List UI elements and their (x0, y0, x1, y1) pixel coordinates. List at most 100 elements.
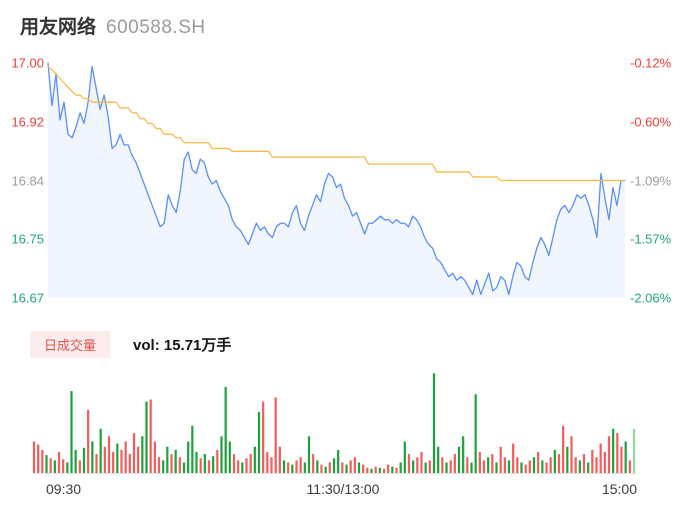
volume-bar (466, 457, 469, 473)
volume-bar (437, 446, 440, 473)
percent-tick-label: -2.06% (630, 290, 672, 306)
volume-bar (178, 457, 181, 473)
percent-tick-label: -0.12% (630, 55, 672, 71)
volume-bar (587, 462, 590, 473)
volume-bar (187, 441, 190, 473)
volume-bar (449, 460, 452, 473)
volume-bar (124, 441, 127, 473)
price-tick-label: 17.00 (11, 55, 44, 71)
volume-bar (349, 460, 352, 473)
volume-bar (337, 449, 340, 473)
price-axis-left: 17.00 16.92 16.84 16.75 16.67 (0, 55, 44, 306)
volume-bar (103, 446, 106, 473)
volume-bar (537, 452, 540, 473)
volume-bar (45, 455, 48, 473)
volume-bar (149, 399, 152, 473)
volume-bar (287, 462, 290, 473)
volume-bar (566, 446, 569, 473)
price-chart-canvas[interactable] (0, 55, 686, 305)
volume-bar (120, 449, 123, 473)
volume-bar (312, 454, 315, 473)
volume-bar (416, 457, 419, 473)
volume-bar (107, 436, 111, 473)
volume-bar (74, 449, 77, 473)
volume-chart-canvas[interactable] (0, 360, 686, 480)
volume-bar (470, 462, 473, 473)
volume-bar (424, 462, 427, 473)
volume-bar (253, 446, 256, 473)
price-tick-label: 16.75 (11, 231, 44, 247)
volume-bar (549, 457, 552, 473)
volume-bar (382, 468, 386, 473)
volume-bar (99, 428, 102, 473)
volume-bar (612, 428, 615, 473)
volume-bar (220, 436, 223, 473)
volume-bar (428, 460, 431, 473)
volume-bar (216, 449, 219, 473)
volume-bar (170, 454, 173, 473)
volume-bar (441, 457, 444, 473)
volume-bar (491, 454, 494, 473)
price-area-fill (48, 63, 625, 298)
volume-bar (320, 464, 323, 473)
volume-bar (391, 466, 394, 473)
volume-bar (341, 462, 344, 473)
volume-bar (266, 452, 269, 473)
volume-bar (324, 466, 327, 473)
volume-bar (487, 457, 490, 473)
volume-header: 日成交量 vol: 15.71万手 (30, 330, 231, 358)
volume-bar (378, 467, 381, 473)
volume-bar (620, 446, 623, 473)
volume-bar (632, 428, 636, 473)
percent-axis-right: -0.12% -0.60% -1.09% -1.57% -2.06% (630, 55, 686, 306)
volume-bar (512, 443, 515, 473)
volume-bar (541, 460, 544, 473)
volume-bar (41, 449, 44, 473)
volume-bar (199, 458, 202, 473)
volume-bar (237, 460, 240, 473)
volume-bar (182, 462, 186, 473)
volume-bar (91, 441, 94, 473)
volume-bar (299, 457, 302, 473)
volume-bar (357, 462, 361, 473)
volume-bar (166, 446, 169, 473)
volume-bar (174, 449, 177, 473)
time-tick-close: 15:00 (601, 481, 637, 497)
volume-bar (157, 457, 161, 473)
time-tick-open: 09:30 (46, 481, 82, 497)
volume-bar (241, 462, 244, 473)
volume-bar (291, 464, 294, 473)
volume-legend-badge[interactable]: 日成交量 (30, 330, 111, 358)
volume-bar (332, 458, 336, 473)
volume-bar (399, 462, 402, 473)
volume-bar (607, 436, 611, 473)
volume-bar (195, 452, 198, 473)
volume-bar (132, 433, 136, 473)
volume-bar (37, 444, 40, 473)
volume-bar (628, 460, 631, 473)
volume-bar (162, 460, 165, 473)
percent-tick-label: -0.60% (630, 114, 672, 130)
average-line (47, 65, 626, 182)
percent-tick-label: -1.57% (630, 231, 672, 247)
volume-bar (395, 467, 398, 473)
volume-bar (207, 460, 211, 473)
volume-bar (274, 397, 277, 473)
time-tick-noon: 11:30/13:00 (306, 481, 380, 497)
volume-bar (78, 460, 81, 473)
volume-bar (70, 391, 73, 473)
volume-bar (57, 452, 61, 473)
volume-bar (457, 446, 461, 473)
stock-code: 600588.SH (106, 17, 206, 38)
header: 用友网络 600588.SH (20, 12, 206, 40)
volume-bar (616, 433, 619, 473)
volume-bar (387, 464, 390, 473)
volume-bar (516, 457, 519, 473)
volume-bar (224, 386, 227, 473)
volume-bar (232, 454, 236, 473)
volume-bar (245, 458, 248, 473)
time-axis: 09:30 11:30/13:00 15:00 (0, 481, 686, 501)
stock-name: 用友网络 (20, 17, 97, 38)
volume-bar (95, 454, 98, 473)
